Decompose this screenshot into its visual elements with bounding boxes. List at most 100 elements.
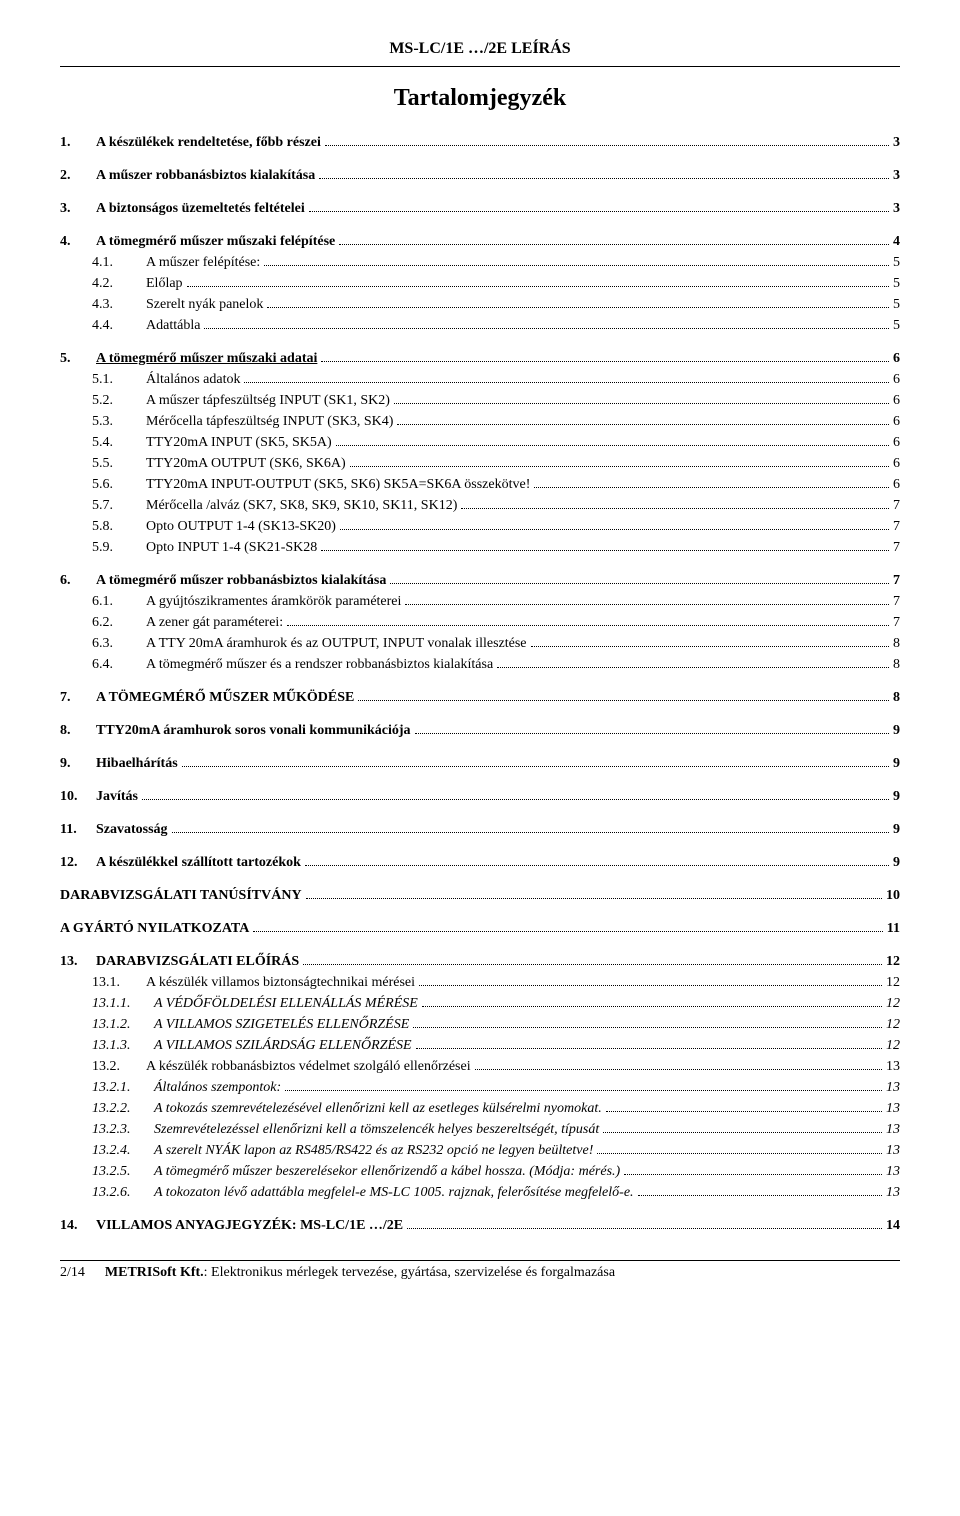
toc-number: 14.	[60, 1215, 96, 1236]
toc-entry: 13.1.1.A VÉDŐFÖLDELÉSI ELLENÁLLÁS MÉRÉSE…	[92, 993, 900, 1014]
toc-page: 6	[893, 453, 900, 474]
toc-gap	[60, 807, 900, 819]
toc-page: 10	[886, 885, 900, 906]
toc-label: A műszer felépítése:	[146, 252, 260, 273]
toc-page: 6	[893, 348, 900, 369]
toc-page: 7	[893, 591, 900, 612]
toc-page: 13	[886, 1056, 900, 1077]
toc-number: 10.	[60, 786, 96, 807]
toc-leader	[475, 1069, 882, 1070]
table-of-contents: 1.A készülékek rendeltetése, főbb részei…	[60, 132, 900, 1236]
toc-label: Szavatosság	[96, 819, 168, 840]
toc-label: A biztonságos üzemeltetés feltételei	[96, 198, 305, 219]
toc-page: 3	[893, 198, 900, 219]
toc-entry: 4.1.A műszer felépítése:5	[92, 252, 900, 273]
toc-label: Adattábla	[146, 315, 200, 336]
toc-entry: 6.A tömegmérő műszer robbanásbiztos kial…	[60, 570, 900, 591]
toc-page: 3	[893, 132, 900, 153]
toc-label: TTY20mA OUTPUT (SK6, SK6A)	[146, 453, 346, 474]
toc-label: A VILLAMOS SZIGETELÉS ELLENŐRZÉSE	[154, 1014, 409, 1035]
toc-number: 5.3.	[92, 411, 146, 432]
toc-gap	[60, 336, 900, 348]
toc-label: A GYÁRTÓ NYILATKOZATA	[60, 918, 249, 939]
toc-number: 2.	[60, 165, 96, 186]
toc-number: 5.8.	[92, 516, 146, 537]
toc-page: 3	[893, 165, 900, 186]
toc-number: 13.2.3.	[92, 1119, 154, 1140]
toc-page: 5	[893, 294, 900, 315]
doc-header: MS-LC/1E …/2E LEÍRÁS	[60, 40, 900, 58]
toc-label: Hibaelhárítás	[96, 753, 178, 774]
toc-label: A készülék robbanásbiztos védelmet szolg…	[146, 1056, 471, 1077]
toc-entry: 5.A tömegmérő műszer műszaki adatai 6	[60, 348, 900, 369]
toc-leader	[497, 667, 889, 668]
toc-number: 4.2.	[92, 273, 146, 294]
toc-leader	[407, 1228, 882, 1229]
toc-gap	[60, 558, 900, 570]
toc-label: A készülékek rendeltetése, főbb részei	[96, 132, 321, 153]
toc-label: Általános adatok	[146, 369, 240, 390]
toc-number: 4.3.	[92, 294, 146, 315]
toc-gap	[60, 939, 900, 951]
toc-leader	[325, 145, 889, 146]
toc-leader	[394, 403, 889, 404]
toc-label: Javítás	[96, 786, 138, 807]
toc-leader	[405, 604, 889, 605]
toc-gap	[60, 873, 900, 885]
toc-entry: 5.5.TTY20mA OUTPUT (SK6, SK6A)6	[92, 453, 900, 474]
toc-gap	[60, 219, 900, 231]
toc-entry: 13.1.A készülék villamos biztonságtechni…	[92, 972, 900, 993]
toc-entry: A GYÁRTÓ NYILATKOZATA11	[60, 918, 900, 939]
toc-gap	[60, 186, 900, 198]
toc-entry: 8.TTY20mA áramhurok soros vonali kommuni…	[60, 720, 900, 741]
toc-page: 8	[893, 687, 900, 708]
toc-leader	[531, 646, 889, 647]
toc-label: A tömegmérő műszer beszerelésekor ellenő…	[154, 1161, 620, 1182]
toc-number: 5.	[60, 348, 96, 369]
toc-leader	[285, 1090, 882, 1091]
toc-leader	[303, 964, 882, 965]
toc-entry: 4.2.Előlap5	[92, 273, 900, 294]
toc-label: TTY20mA INPUT (SK5, SK5A)	[146, 432, 332, 453]
toc-number: 6.3.	[92, 633, 146, 654]
toc-number: 13.	[60, 951, 96, 972]
toc-page: 8	[893, 654, 900, 675]
toc-leader	[534, 487, 889, 488]
toc-title: Tartalomjegyzék	[60, 85, 900, 112]
toc-leader	[336, 445, 889, 446]
toc-label: A tömegmérő műszer műszaki adatai	[96, 348, 317, 369]
footer-rest: : Elektronikus mérlegek tervezése, gyárt…	[204, 1265, 615, 1280]
toc-page: 7	[893, 537, 900, 558]
toc-label: TTY20mA INPUT-OUTPUT (SK5, SK6) SK5A=SK6…	[146, 474, 530, 495]
toc-label: A TÖMEGMÉRŐ MŰSZER MŰKÖDÉSE	[96, 687, 354, 708]
toc-leader	[244, 382, 889, 383]
toc-leader	[397, 424, 889, 425]
toc-page: 6	[893, 411, 900, 432]
toc-leader	[187, 286, 889, 287]
toc-entry: 13.2.6.A tokozaton lévő adattábla megfel…	[92, 1182, 900, 1203]
toc-page: 13	[886, 1182, 900, 1203]
toc-page: 9	[893, 720, 900, 741]
toc-leader	[461, 508, 889, 509]
footer: 2/14 METRISoft Kft.: Elektronikus mérleg…	[60, 1260, 900, 1281]
toc-label: A készülék villamos biztonságtechnikai m…	[146, 972, 415, 993]
toc-entry: 13.2.4.A szerelt NYÁK lapon az RS485/RS4…	[92, 1140, 900, 1161]
toc-page: 6	[893, 369, 900, 390]
footer-text: METRISoft Kft.: Elektronikus mérlegek te…	[105, 1265, 900, 1281]
toc-entry: 2.A műszer robbanásbiztos kialakítása3	[60, 165, 900, 186]
toc-entry: DARABVIZSGÁLATI TANÚSÍTVÁNY10	[60, 885, 900, 906]
toc-gap	[60, 1203, 900, 1215]
toc-page: 9	[893, 819, 900, 840]
toc-leader	[321, 361, 889, 362]
toc-label: A tokozaton lévő adattábla megfelel-e MS…	[154, 1182, 634, 1203]
toc-entry: 5.2.A műszer tápfeszültség INPUT (SK1, S…	[92, 390, 900, 411]
toc-leader	[413, 1027, 882, 1028]
toc-page: 7	[893, 570, 900, 591]
toc-page: 12	[886, 972, 900, 993]
toc-number: 5.7.	[92, 495, 146, 516]
toc-label: A TTY 20mA áramhurok és az OUTPUT, INPUT…	[146, 633, 527, 654]
toc-page: 12	[886, 993, 900, 1014]
toc-number: 6.	[60, 570, 96, 591]
toc-leader	[319, 178, 889, 179]
toc-entry: 10.Javítás9	[60, 786, 900, 807]
